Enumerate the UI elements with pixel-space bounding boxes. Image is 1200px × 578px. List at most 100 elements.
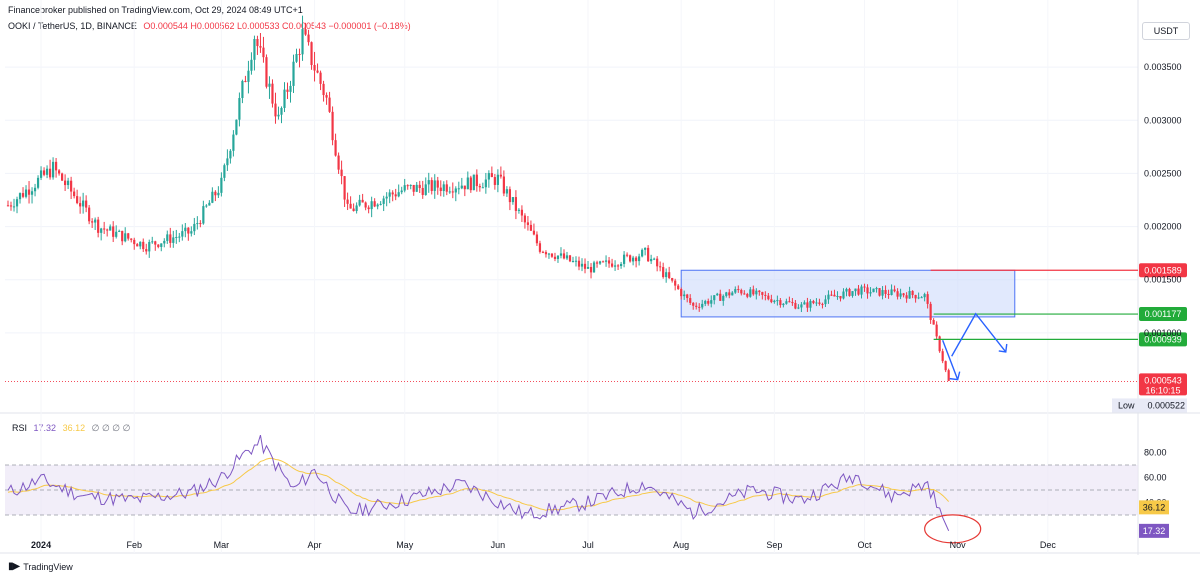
candle[interactable] — [755, 288, 758, 300]
oversold-highlight-circle[interactable] — [924, 514, 982, 544]
candle[interactable] — [668, 266, 671, 280]
candle[interactable] — [779, 298, 782, 308]
candle[interactable] — [418, 180, 421, 193]
candle[interactable] — [169, 227, 172, 248]
candle[interactable] — [680, 287, 683, 300]
candle[interactable] — [82, 192, 85, 214]
candle[interactable] — [271, 79, 274, 108]
candle[interactable] — [45, 165, 49, 179]
candle[interactable] — [27, 181, 31, 204]
candle[interactable] — [839, 295, 842, 302]
candle[interactable] — [632, 255, 635, 266]
candle[interactable] — [18, 192, 22, 204]
candle[interactable] — [403, 178, 406, 193]
candle[interactable] — [580, 258, 584, 272]
candle[interactable] — [166, 230, 169, 244]
candle[interactable] — [121, 230, 124, 246]
candle[interactable] — [241, 79, 244, 104]
candle[interactable] — [517, 208, 521, 214]
currency-button[interactable]: USDT — [1142, 22, 1190, 40]
candle[interactable] — [64, 174, 67, 191]
candle[interactable] — [914, 294, 917, 303]
candle[interactable] — [803, 300, 806, 305]
candle[interactable] — [115, 225, 118, 239]
candle[interactable] — [355, 202, 358, 214]
candle[interactable] — [737, 285, 740, 293]
candle[interactable] — [616, 264, 620, 271]
candle[interactable] — [917, 292, 920, 300]
candle[interactable] — [647, 245, 650, 262]
candle[interactable] — [818, 298, 821, 306]
tradingview-logo[interactable]: ▮▶ TradingView — [8, 561, 73, 572]
candle[interactable] — [770, 294, 773, 304]
projection-arrow-up[interactable] — [951, 312, 1007, 357]
candle[interactable] — [601, 260, 605, 263]
candle[interactable] — [625, 252, 629, 258]
candle[interactable] — [635, 256, 638, 268]
consolidation-zone[interactable] — [680, 269, 1016, 318]
candle[interactable] — [118, 229, 121, 233]
candle[interactable] — [51, 157, 55, 180]
candle[interactable] — [33, 183, 37, 197]
candle[interactable] — [94, 217, 97, 230]
candle[interactable] — [154, 240, 157, 251]
candle[interactable] — [731, 291, 734, 296]
candle[interactable] — [262, 36, 265, 63]
candle[interactable] — [235, 119, 238, 136]
candle[interactable] — [520, 205, 524, 223]
candle[interactable] — [307, 29, 310, 46]
candle[interactable] — [743, 290, 746, 295]
candle[interactable] — [127, 232, 130, 241]
candle[interactable] — [36, 175, 40, 190]
candle[interactable] — [250, 52, 253, 75]
candle[interactable] — [511, 197, 514, 205]
candle[interactable] — [538, 240, 542, 254]
candle[interactable] — [728, 289, 731, 299]
candle[interactable] — [91, 218, 94, 228]
candle[interactable] — [761, 291, 764, 300]
candle[interactable] — [277, 106, 280, 120]
candle[interactable] — [532, 223, 536, 236]
candle[interactable] — [574, 256, 578, 267]
candle[interactable] — [178, 232, 181, 243]
candle[interactable] — [941, 348, 944, 364]
candle[interactable] — [130, 238, 133, 243]
candle[interactable] — [73, 187, 76, 199]
candle[interactable] — [677, 284, 680, 290]
candle[interactable] — [529, 220, 533, 232]
candle[interactable] — [394, 188, 397, 201]
candle[interactable] — [553, 252, 557, 262]
candle[interactable] — [791, 298, 794, 306]
candle[interactable] — [656, 256, 659, 272]
candle[interactable] — [12, 198, 16, 212]
candle[interactable] — [151, 236, 154, 244]
candle[interactable] — [247, 60, 250, 94]
candle[interactable] — [148, 239, 151, 258]
candle[interactable] — [412, 184, 415, 196]
candle[interactable] — [48, 159, 52, 180]
candle[interactable] — [842, 288, 845, 300]
candle[interactable] — [619, 261, 623, 269]
candle[interactable] — [866, 284, 869, 299]
candle[interactable] — [97, 216, 100, 238]
candle[interactable] — [526, 216, 530, 231]
candle[interactable] — [196, 216, 199, 230]
candle[interactable] — [806, 297, 809, 312]
candle[interactable] — [190, 226, 193, 237]
candle[interactable] — [845, 287, 848, 297]
candle[interactable] — [214, 190, 217, 202]
candle[interactable] — [334, 133, 337, 157]
candle[interactable] — [157, 244, 160, 249]
candle[interactable] — [716, 292, 719, 296]
candle[interactable] — [893, 285, 896, 293]
candle[interactable] — [613, 260, 617, 271]
candle[interactable] — [253, 35, 256, 71]
candle[interactable] — [223, 163, 226, 182]
candle[interactable] — [397, 184, 400, 198]
candle[interactable] — [163, 238, 166, 248]
candle[interactable] — [704, 299, 707, 307]
projection-arrow-down[interactable] — [942, 340, 959, 380]
candle[interactable] — [313, 51, 316, 82]
candle[interactable] — [475, 169, 478, 192]
symbol-name[interactable]: OOKI / TetherUS, 1D, BINANCE — [8, 21, 137, 31]
